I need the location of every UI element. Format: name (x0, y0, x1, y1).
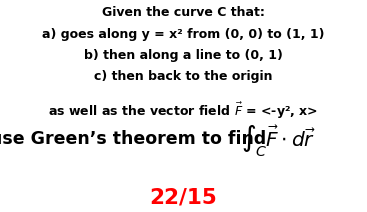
Text: a) goes along y = x² from (0, 0) to (1, 1): a) goes along y = x² from (0, 0) to (1, … (42, 28, 325, 40)
Text: b) then along a line to (0, 1): b) then along a line to (0, 1) (84, 49, 283, 62)
Text: Given the curve C that:: Given the curve C that: (102, 6, 265, 19)
Text: use Green’s theorem to find: use Green’s theorem to find (0, 130, 266, 148)
Text: 22/15: 22/15 (150, 188, 217, 208)
Text: c) then back to the origin: c) then back to the origin (94, 70, 273, 83)
Text: $\int_C \vec{F} \cdot d\vec{r}$: $\int_C \vec{F} \cdot d\vec{r}$ (241, 123, 316, 159)
Text: as well as the vector field $\vec{F}$ = <-y², x>: as well as the vector field $\vec{F}$ = … (48, 101, 319, 121)
